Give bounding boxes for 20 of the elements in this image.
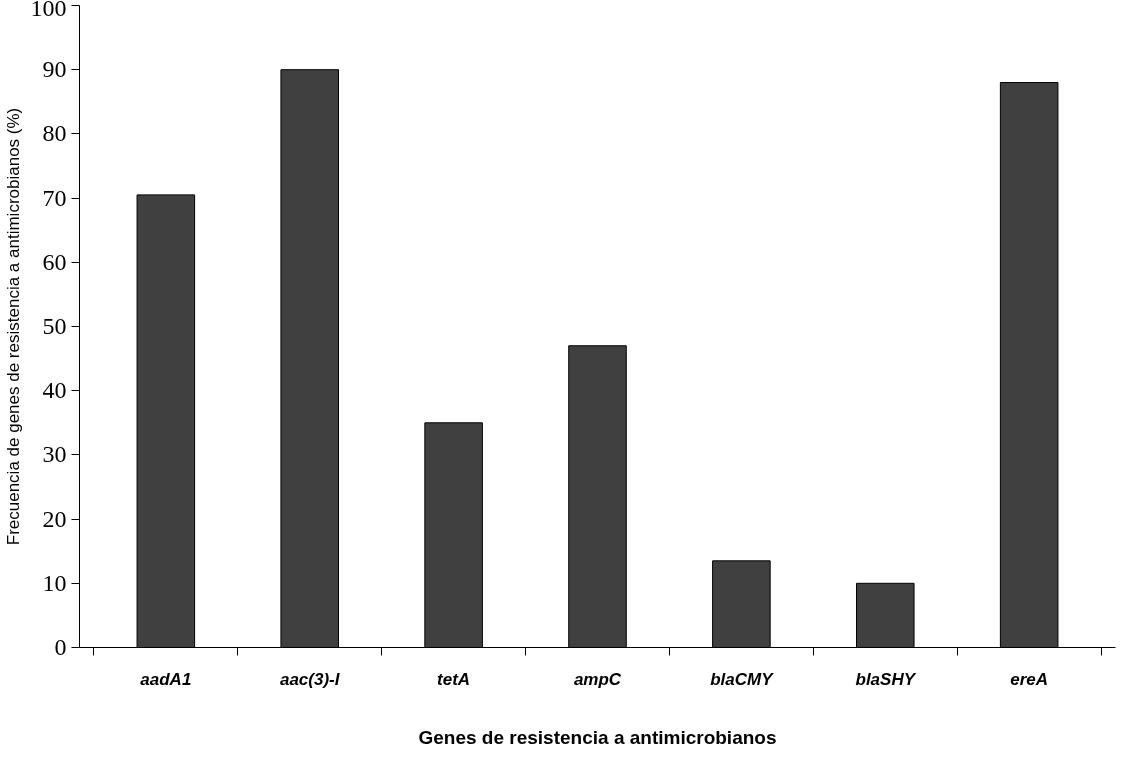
y-tick-label: 0 (54, 634, 67, 660)
y-axis-title: Frecuencia de genes de resistencia a antimicrobianos (%) (3, 107, 23, 546)
y-tick-label: 100 (30, 0, 67, 21)
x-tick-label: ampC (573, 669, 622, 689)
y-tick-label: 20 (42, 505, 67, 532)
y-tick-label: 90 (42, 56, 67, 83)
y-tick-label: 60 (42, 248, 67, 275)
y-tick-label: 50 (42, 313, 67, 339)
x-tick-label: aac(3)-I (279, 669, 341, 689)
x-tick-label: tetA (437, 669, 471, 689)
y-tick-label: 70 (42, 184, 67, 211)
y-tick-label: 10 (42, 569, 67, 596)
y-tick-label: 40 (42, 377, 67, 404)
x-tick-label: ereA (1010, 669, 1049, 689)
x-tick-label: blaCMY (710, 669, 775, 689)
x-tick-label: blaSHY (855, 669, 917, 689)
y-tick-label: 30 (42, 441, 67, 468)
y-tick-label: 80 (42, 120, 67, 147)
x-axis-title: Genes de resistencia a antimicrobianos (418, 726, 777, 748)
x-tick-label: aadA1 (140, 669, 192, 689)
